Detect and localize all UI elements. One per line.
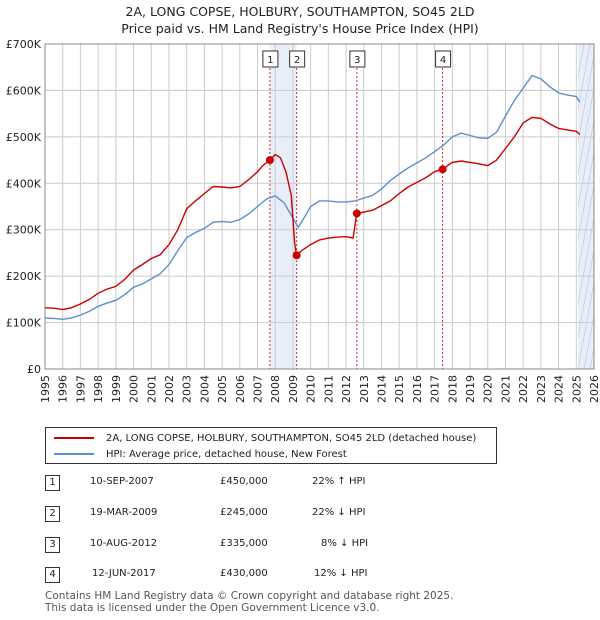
x-tick-label: 2026 — [588, 375, 600, 403]
x-tick-label: 2023 — [535, 375, 548, 403]
hatch-line — [578, 44, 579, 46]
y-tick-label: £0 — [27, 363, 41, 376]
chart-title: 2A, LONG COPSE, HOLBURY, SOUTHAMPTON, SO… — [125, 4, 475, 19]
x-tick-label: 2006 — [234, 375, 247, 403]
footer-copyright: Contains HM Land Registry data © Crown c… — [45, 590, 454, 602]
x-tick-label: 1999 — [110, 375, 123, 403]
transaction-hpi-change: 22% ↓ HPI — [312, 507, 366, 518]
x-tick-label: 2015 — [393, 375, 406, 403]
x-tick-label: 2017 — [429, 375, 442, 403]
marker-badge — [349, 50, 366, 68]
x-tick-label: 2011 — [322, 375, 335, 403]
y-tick-label: £500K — [6, 131, 42, 144]
x-tick-label: 2001 — [145, 375, 158, 403]
plot-border — [44, 43, 595, 370]
chart-legend: 2A, LONG COPSE, HOLBURY, SOUTHAMPTON, SO… — [45, 427, 497, 464]
x-tick-label: 2004 — [198, 375, 211, 403]
legend-item-property: 2A, LONG COPSE, HOLBURY, SOUTHAMPTON, SO… — [54, 431, 476, 445]
legend-label-property: 2A, LONG COPSE, HOLBURY, SOUTHAMPTON, SO… — [106, 432, 477, 444]
x-tick-label: 2010 — [305, 375, 318, 403]
x-tick-label: 2018 — [446, 375, 459, 403]
x-tick-label: 2008 — [269, 375, 282, 403]
transaction-date: 12-JUN-2017 — [92, 568, 156, 579]
legend-item-hpi: HPI: Average price, detached house, New … — [54, 447, 347, 461]
marker-badge — [435, 50, 452, 68]
transaction-date: 10-AUG-2012 — [90, 538, 158, 549]
marker-badge — [289, 50, 306, 68]
marker-badge-label: 1 — [267, 55, 273, 66]
hatch-line — [578, 86, 594, 176]
hatch-line — [578, 151, 594, 241]
x-tick-label: 2012 — [340, 375, 353, 403]
chart-subtitle: Price paid vs. HM Land Registry's House … — [121, 21, 479, 36]
sale-point — [265, 156, 274, 165]
x-tick-label: 2007 — [252, 375, 265, 403]
legend-label-hpi: HPI: Average price, detached house, New … — [106, 448, 347, 460]
transaction-hpi-change: 8% ↓ HPI — [321, 538, 369, 549]
marker-badge — [262, 50, 279, 68]
y-tick-label: £700K — [6, 38, 42, 51]
marker-badge-label: 3 — [354, 55, 360, 66]
hatch-line — [578, 44, 585, 79]
hatch-line — [578, 281, 594, 369]
x-tick-label: 2005 — [216, 375, 229, 403]
x-tick-label: 2021 — [499, 375, 512, 403]
transaction-date: 19-MAR-2009 — [90, 507, 158, 518]
transaction-marker-badge: 2 — [45, 506, 60, 522]
transaction-marker-badge: 3 — [45, 537, 60, 553]
x-tick-label: 2020 — [482, 375, 495, 403]
y-tick-label: £400K — [6, 177, 42, 190]
x-tick-label: 2016 — [411, 375, 424, 403]
x-tick-label: 1995 — [39, 375, 52, 403]
series-line — [44, 74, 581, 321]
hatch-line — [578, 183, 594, 274]
y-tick-label: £200K — [6, 270, 42, 283]
y-tick-label: £100K — [6, 317, 42, 330]
transaction-price: £335,000 — [220, 538, 268, 549]
x-tick-label: 2000 — [128, 375, 141, 403]
sale-point — [292, 251, 301, 260]
x-tick-label: 2003 — [181, 375, 194, 403]
x-tick-label: 2014 — [375, 375, 388, 403]
transaction-price: £430,000 — [220, 568, 268, 579]
x-tick-label: 2013 — [358, 375, 371, 403]
transaction-marker-badge: 1 — [45, 475, 60, 491]
transaction-hpi-change: 12% ↓ HPI — [314, 568, 368, 579]
hatch-line — [578, 248, 594, 339]
x-tick-label: 2019 — [464, 375, 477, 403]
footer-license: This data is licensed under the Open Gov… — [45, 602, 380, 614]
transaction-marker-badge: 4 — [45, 567, 60, 583]
x-tick-label: 2024 — [553, 375, 566, 403]
sale-point — [438, 165, 447, 174]
marker-badge-label: 4 — [440, 55, 446, 66]
price-chart: £0 £100K £200K £300K £400K £500K £600K £700K 199… — [6, 38, 600, 403]
y-tick-label: £300K — [6, 224, 42, 237]
x-tick-label: 2025 — [570, 375, 583, 403]
sale-point — [352, 209, 361, 218]
hatch-line — [578, 44, 591, 111]
transaction-price: £450,000 — [220, 476, 268, 487]
legend-swatch-hpi — [54, 453, 94, 455]
transaction-hpi-change: 22% ↑ HPI — [312, 476, 366, 487]
transaction-date: 10-SEP-2007 — [90, 476, 154, 487]
marker-badge-label: 2 — [294, 55, 300, 66]
hatch-line — [578, 53, 594, 144]
y-tick-label: £600K — [6, 84, 42, 97]
series-line — [44, 116, 581, 311]
hatch-line — [596, 44, 600, 369]
x-tick-label: 1997 — [74, 375, 87, 403]
shaded-period — [578, 44, 594, 369]
x-tick-label: 2022 — [517, 375, 530, 403]
footer-attribution: Contains HM Land Registry data © Crown c… — [45, 590, 453, 614]
x-tick-label: 2002 — [163, 375, 176, 403]
x-tick-label: 1996 — [57, 375, 70, 403]
x-tick-label: 2009 — [287, 375, 300, 403]
x-tick-label: 1998 — [92, 375, 105, 403]
transaction-price: £245,000 — [220, 507, 268, 518]
legend-swatch-property — [54, 437, 94, 439]
